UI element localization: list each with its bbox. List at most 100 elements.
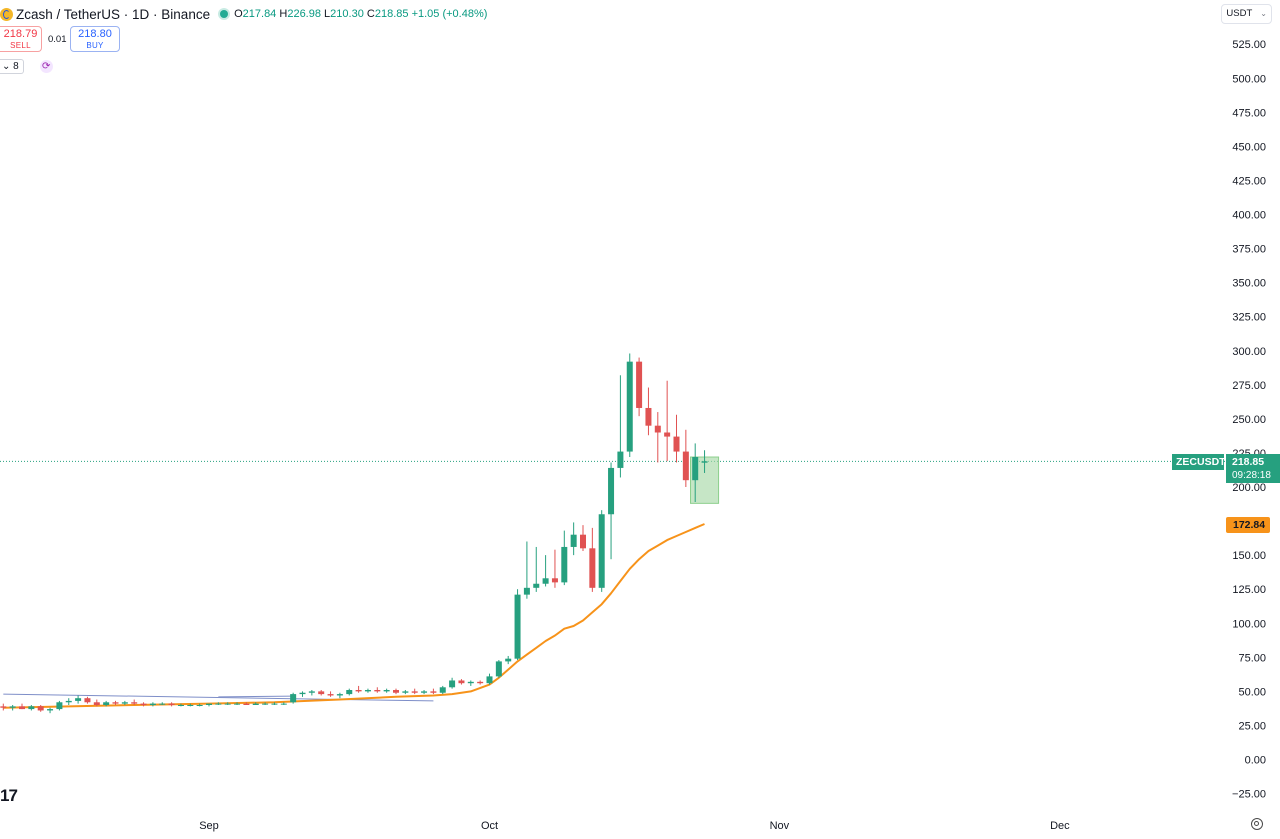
candle-body: [430, 691, 437, 693]
candle-body: [28, 706, 35, 710]
candle-body: [383, 690, 390, 692]
candle: [243, 702, 250, 705]
y-tick-label: 525.00: [1232, 39, 1266, 51]
candle: [542, 555, 549, 587]
sync-icon[interactable]: ⟳: [39, 60, 53, 73]
candle: [346, 688, 353, 696]
candle-body: [402, 691, 409, 693]
close-value: 218.85: [374, 8, 409, 20]
candle-body: [495, 661, 502, 677]
y-tick-label: 350.00: [1232, 278, 1266, 290]
candle: [28, 705, 35, 711]
candle-body: [654, 425, 661, 433]
candle-body: [673, 436, 680, 452]
candle-body: [486, 676, 493, 684]
candle: [177, 703, 184, 707]
candle: [570, 522, 577, 556]
candle-body: [37, 706, 44, 711]
candle: [598, 510, 605, 592]
candle-body: [224, 703, 231, 705]
symbol-price-label: ZECUSDT: [1172, 454, 1226, 470]
candle-body: [93, 702, 100, 705]
x-tick-label: Nov: [770, 820, 790, 832]
symbol-header[interactable]: Zcash / TetherUS · 1D · Binance O217.84 …: [0, 5, 487, 23]
zcash-logo-icon: [0, 7, 13, 21]
tradingview-logo[interactable]: 17: [0, 786, 18, 805]
close-label: C: [366, 8, 375, 20]
candle: [411, 688, 418, 695]
buy-label: BUY: [86, 41, 104, 50]
open-value: 217.84: [242, 8, 277, 20]
buy-button[interactable]: 218.80 BUY: [70, 26, 120, 52]
candle-body: [692, 457, 699, 481]
candle: [608, 462, 615, 560]
candle: [56, 700, 63, 711]
candle-body: [533, 583, 540, 588]
indicators-legend: ⌄ 8 ⟳: [0, 59, 53, 74]
last-price-tag: 218.85 09:28:18: [1226, 454, 1280, 483]
y-tick-label: 325.00: [1232, 312, 1266, 324]
candle: [131, 699, 138, 705]
candle: [140, 702, 147, 707]
candle: [645, 387, 652, 436]
candle-body: [374, 690, 381, 692]
candle: [299, 691, 306, 697]
candle-body: [9, 706, 16, 708]
candle-body: [336, 694, 343, 696]
candle: [75, 695, 82, 704]
candle-body: [589, 548, 596, 588]
candle-body: [187, 705, 194, 706]
candle-body: [271, 703, 278, 705]
candle: [495, 660, 502, 678]
candle-body: [318, 691, 325, 695]
candle-body: [346, 690, 353, 695]
candle: [467, 680, 474, 686]
trendline: [218, 695, 294, 698]
price-axis[interactable]: 525.00 500.00 475.00 450.00 425.00 400.00 375.…: [1232, 39, 1266, 800]
buy-price: 218.80: [78, 28, 112, 40]
sell-button[interactable]: 218.79 SELL: [0, 26, 42, 52]
y-tick-label: 250.00: [1232, 414, 1266, 426]
candle-body: [580, 534, 586, 549]
candle-body: [290, 694, 297, 703]
candle: [121, 700, 128, 705]
candle-body: [177, 705, 184, 706]
candle: [421, 690, 428, 695]
candle: [561, 530, 568, 586]
y-tick-label: 200.00: [1232, 482, 1266, 494]
candle-body: [645, 407, 652, 426]
time-axis[interactable]: Sep Oct Nov Dec: [199, 820, 1070, 832]
candle: [402, 690, 409, 695]
currency-selector[interactable]: USDT ⌄: [1221, 4, 1272, 24]
settings-gear-icon[interactable]: [1251, 818, 1263, 830]
ema-price-tag: 172.84: [1226, 517, 1270, 533]
candle-body: [252, 703, 259, 705]
candle-body: [140, 703, 147, 705]
sell-label: SELL: [10, 41, 31, 50]
candle: [654, 412, 661, 463]
candle-body: [364, 690, 371, 692]
candle: [533, 546, 540, 592]
candle: [112, 700, 119, 705]
y-tick-label: 475.00: [1232, 107, 1266, 119]
y-tick-label: 425.00: [1232, 175, 1266, 187]
candle: [224, 702, 231, 705]
candle: [149, 702, 156, 707]
candle: [505, 655, 512, 665]
candle: [84, 696, 91, 704]
candle-body: [299, 692, 306, 695]
symbol-title[interactable]: Zcash / TetherUS · 1D · Binance: [16, 6, 211, 22]
candle-body: [65, 700, 72, 703]
y-tick-label: 450.00: [1232, 141, 1266, 153]
candle: [234, 702, 241, 705]
low-label: L: [324, 8, 331, 20]
candle: [318, 690, 325, 696]
indicators-toggle[interactable]: ⌄ 8: [0, 59, 24, 74]
candle: [664, 380, 671, 462]
candle-body: [458, 680, 465, 684]
candle-body: [355, 690, 362, 692]
candle: [477, 680, 484, 685]
candle-body: [308, 691, 315, 693]
candle-body: [75, 698, 82, 701]
